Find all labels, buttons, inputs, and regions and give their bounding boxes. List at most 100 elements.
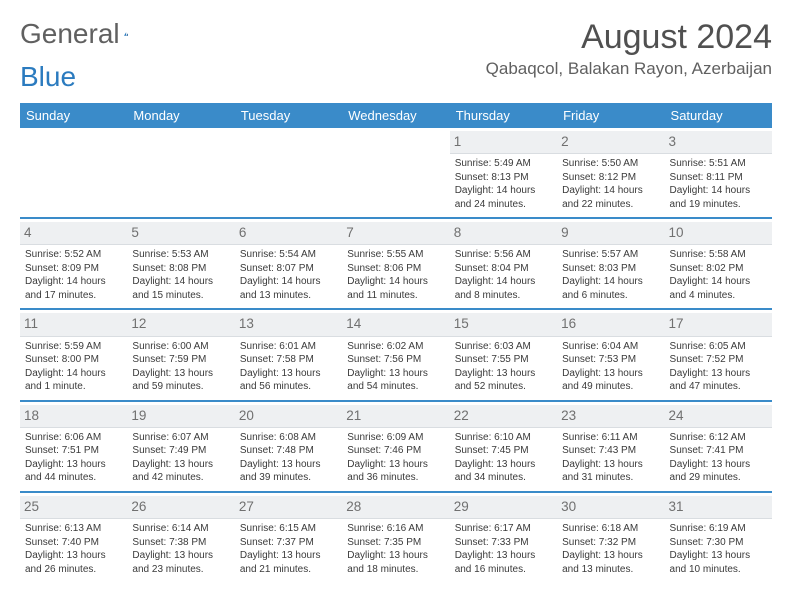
empty-cell (342, 128, 449, 218)
day-cell: 8Sunrise: 5:56 AMSunset: 8:04 PMDaylight… (450, 218, 557, 309)
day-cell: 16Sunrise: 6:04 AMSunset: 7:53 PMDayligh… (557, 309, 664, 400)
sunrise-line: Sunrise: 5:54 AM (240, 248, 337, 262)
day-cell: 29Sunrise: 6:17 AMSunset: 7:33 PMDayligh… (450, 492, 557, 582)
sunset-line: Sunset: 8:00 PM (25, 353, 122, 367)
day-number: 16 (557, 313, 664, 336)
daylight-line: Daylight: 13 hours and 34 minutes. (455, 458, 552, 485)
sunrise-line: Sunrise: 6:00 AM (132, 340, 229, 354)
day-cell: 23Sunrise: 6:11 AMSunset: 7:43 PMDayligh… (557, 401, 664, 492)
day-number: 6 (235, 222, 342, 245)
day-cell: 20Sunrise: 6:08 AMSunset: 7:48 PMDayligh… (235, 401, 342, 492)
sunrise-line: Sunrise: 6:14 AM (132, 522, 229, 536)
brand-part1: General (20, 18, 120, 50)
sunset-line: Sunset: 7:48 PM (240, 444, 337, 458)
sunrise-line: Sunrise: 5:56 AM (455, 248, 552, 262)
sunrise-line: Sunrise: 5:58 AM (670, 248, 767, 262)
sunset-line: Sunset: 7:59 PM (132, 353, 229, 367)
brand-part2: Blue (20, 61, 76, 93)
day-cell: 7Sunrise: 5:55 AMSunset: 8:06 PMDaylight… (342, 218, 449, 309)
day-number: 26 (127, 496, 234, 519)
sunset-line: Sunset: 7:35 PM (347, 536, 444, 550)
daylight-line: Daylight: 13 hours and 54 minutes. (347, 367, 444, 394)
calendar-row: 1 Sunrise: 5:49 AMSunset: 8:13 PMDaylight… (20, 128, 772, 218)
day-cell: 9Sunrise: 5:57 AMSunset: 8:03 PMDaylight… (557, 218, 664, 309)
day-number: 14 (342, 313, 449, 336)
day-cell: 13Sunrise: 6:01 AMSunset: 7:58 PMDayligh… (235, 309, 342, 400)
day-cell: 22Sunrise: 6:10 AMSunset: 7:45 PMDayligh… (450, 401, 557, 492)
day-cell: 30 Sunrise: 6:18 AMSunset: 7:32 PMDayligh… (557, 492, 664, 582)
sunset-line: Sunset: 7:32 PM (562, 536, 659, 550)
weekday-header: Thursday (450, 103, 557, 128)
day-number: 2 (557, 131, 664, 154)
day-number: 1 (450, 131, 557, 154)
sunset-line: Sunset: 7:49 PM (132, 444, 229, 458)
sunset-line: Sunset: 8:09 PM (25, 262, 122, 276)
sunrise-line: Sunrise: 6:18 AM (562, 522, 659, 536)
sail-icon (124, 23, 128, 45)
weekday-header: Sunday (20, 103, 127, 128)
location: Qabaqcol, Balakan Rayon, Azerbaijan (486, 59, 772, 79)
sunset-line: Sunset: 7:52 PM (670, 353, 767, 367)
day-number: 24 (665, 405, 772, 428)
sunset-line: Sunset: 7:46 PM (347, 444, 444, 458)
daylight-line: Daylight: 13 hours and 10 minutes. (670, 549, 767, 576)
sunrise-line: Sunrise: 5:57 AM (562, 248, 659, 262)
sunrise-line: Sunrise: 5:49 AM (455, 157, 552, 171)
day-cell: 4Sunrise: 5:52 AMSunset: 8:09 PMDaylight… (20, 218, 127, 309)
day-cell: 31Sunrise: 6:19 AMSunset: 7:30 PMDayligh… (665, 492, 772, 582)
brand-logo: General (20, 18, 152, 50)
sunset-line: Sunset: 7:56 PM (347, 353, 444, 367)
sunrise-line: Sunrise: 6:06 AM (25, 431, 122, 445)
weekday-header: Wednesday (342, 103, 449, 128)
sunset-line: Sunset: 7:41 PM (670, 444, 767, 458)
day-cell: 18Sunrise: 6:06 AMSunset: 7:51 PMDayligh… (20, 401, 127, 492)
day-number: 7 (342, 222, 449, 245)
daylight-line: Daylight: 13 hours and 59 minutes. (132, 367, 229, 394)
day-number: 27 (235, 496, 342, 519)
sunset-line: Sunset: 8:02 PM (670, 262, 767, 276)
sunset-line: Sunset: 7:30 PM (670, 536, 767, 550)
day-number: 3 (665, 131, 772, 154)
sunrise-line: Sunrise: 6:07 AM (132, 431, 229, 445)
daylight-line: Daylight: 13 hours and 36 minutes. (347, 458, 444, 485)
sunset-line: Sunset: 8:11 PM (670, 171, 767, 185)
daylight-line: Daylight: 14 hours and 24 minutes. (455, 184, 552, 211)
empty-cell (127, 128, 234, 218)
empty-cell (20, 128, 127, 218)
day-number: 29 (450, 496, 557, 519)
day-number: 10 (665, 222, 772, 245)
sunset-line: Sunset: 7:38 PM (132, 536, 229, 550)
day-cell: 2Sunrise: 5:50 AMSunset: 8:12 PMDaylight… (557, 128, 664, 218)
sunrise-line: Sunrise: 5:52 AM (25, 248, 122, 262)
day-cell: 26Sunrise: 6:14 AMSunset: 7:38 PMDayligh… (127, 492, 234, 582)
daylight-line: Daylight: 13 hours and 39 minutes. (240, 458, 337, 485)
sunrise-line: Sunrise: 6:09 AM (347, 431, 444, 445)
sunrise-line: Sunrise: 6:10 AM (455, 431, 552, 445)
sunset-line: Sunset: 8:12 PM (562, 171, 659, 185)
sunrise-line: Sunrise: 6:03 AM (455, 340, 552, 354)
weekday-header: Saturday (665, 103, 772, 128)
sunset-line: Sunset: 8:13 PM (455, 171, 552, 185)
day-number: 30 (557, 496, 664, 519)
sunset-line: Sunset: 7:51 PM (25, 444, 122, 458)
sunset-line: Sunset: 8:07 PM (240, 262, 337, 276)
daylight-line: Daylight: 13 hours and 52 minutes. (455, 367, 552, 394)
day-number: 18 (20, 405, 127, 428)
day-number: 5 (127, 222, 234, 245)
daylight-line: Daylight: 13 hours and 47 minutes. (670, 367, 767, 394)
daylight-line: Daylight: 14 hours and 17 minutes. (25, 275, 122, 302)
sunrise-line: Sunrise: 5:59 AM (25, 340, 122, 354)
day-cell: 14Sunrise: 6:02 AMSunset: 7:56 PMDayligh… (342, 309, 449, 400)
sunrise-line: Sunrise: 6:12 AM (670, 431, 767, 445)
day-cell: 10Sunrise: 5:58 AMSunset: 8:02 PMDayligh… (665, 218, 772, 309)
daylight-line: Daylight: 13 hours and 31 minutes. (562, 458, 659, 485)
sunrise-line: Sunrise: 6:08 AM (240, 431, 337, 445)
sunrise-line: Sunrise: 6:16 AM (347, 522, 444, 536)
day-number: 28 (342, 496, 449, 519)
calendar-row: 25Sunrise: 6:13 AMSunset: 7:40 PMDayligh… (20, 492, 772, 582)
daylight-line: Daylight: 13 hours and 13 minutes. (562, 549, 659, 576)
daylight-line: Daylight: 14 hours and 11 minutes. (347, 275, 444, 302)
sunrise-line: Sunrise: 6:01 AM (240, 340, 337, 354)
calendar-row: 4Sunrise: 5:52 AMSunset: 8:09 PMDaylight… (20, 218, 772, 309)
day-cell: 3Sunrise: 5:51 AMSunset: 8:11 PMDaylight… (665, 128, 772, 218)
